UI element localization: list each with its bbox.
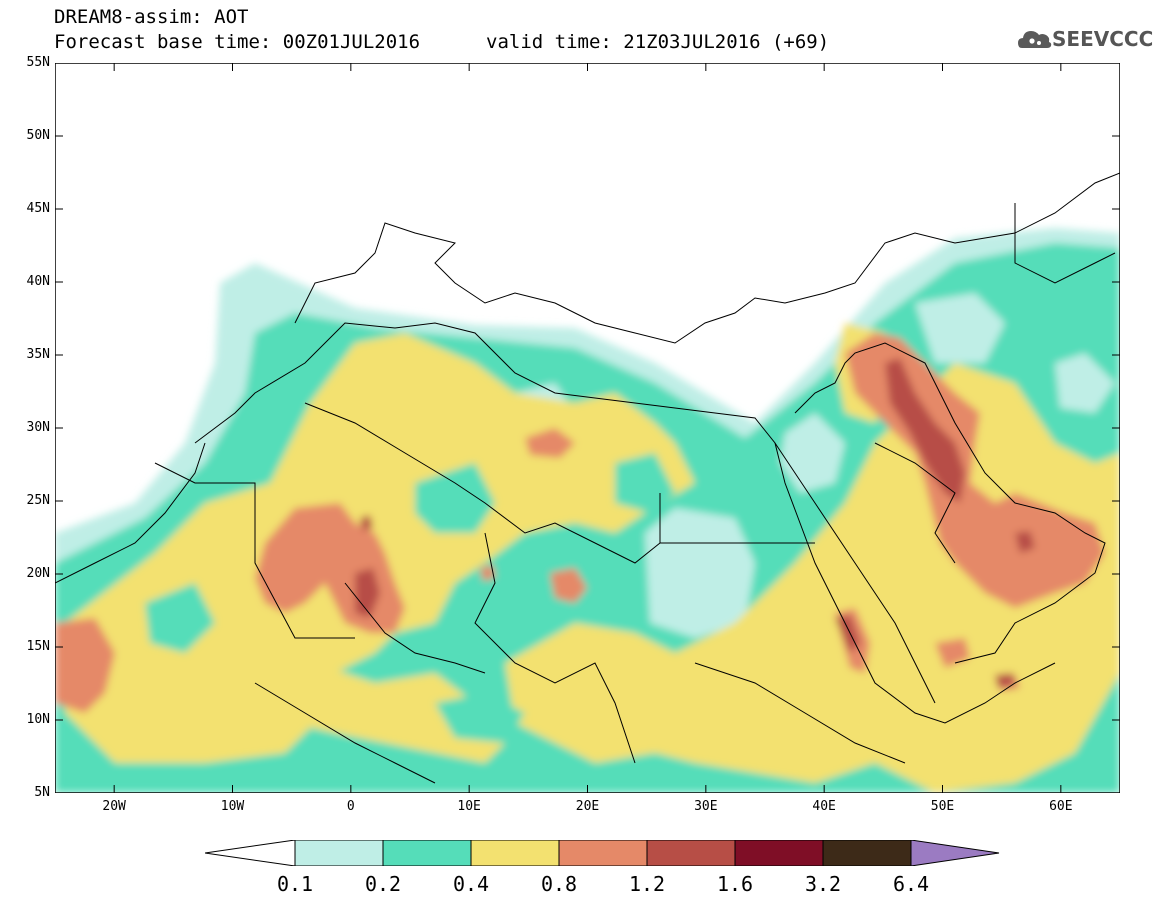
lat-label: 5N	[34, 785, 50, 800]
lat-label: 15N	[26, 639, 50, 654]
colorbar-segment	[734, 840, 824, 866]
lat-label: 45N	[26, 201, 50, 216]
red-sea	[774, 442, 936, 704]
longitude-ticks	[113, 63, 1062, 793]
europe-coastline	[294, 172, 1120, 344]
lon-label: 10E	[457, 799, 481, 814]
lon-label: 0	[346, 799, 355, 814]
colorbar-under-arrow	[205, 840, 296, 866]
lat-label: 30N	[26, 420, 50, 435]
aot-band-1.2	[885, 358, 965, 503]
lon-label: 30E	[694, 799, 718, 814]
aot-fields	[55, 63, 1120, 793]
colorbar-label: 6.4	[892, 872, 930, 896]
latitude-ticks	[55, 63, 1120, 793]
aot-map	[55, 63, 1120, 793]
lat-label: 50N	[26, 128, 50, 143]
lat-label: 20N	[26, 566, 50, 581]
colorbar-label: 0.4	[452, 872, 490, 896]
lon-label: 50E	[930, 799, 955, 814]
colorbar-label: 3.2	[804, 872, 842, 896]
lat-label: 25N	[26, 493, 50, 508]
lon-label: 20W	[102, 799, 126, 814]
colorbar-segment	[822, 840, 912, 866]
colorbar-label: 1.6	[716, 872, 754, 896]
lat-label: 55N	[26, 55, 50, 70]
logo-text: SEEVCCC	[1052, 27, 1154, 51]
map-title: DREAM8-assim: AOT	[54, 6, 249, 28]
aot-colorbar	[205, 840, 1000, 866]
arabia-coast	[794, 342, 1106, 664]
lat-label: 10N	[26, 712, 50, 727]
africa-coastline	[194, 322, 1056, 724]
lat-label: 40N	[26, 274, 50, 289]
lat-label: 35N	[26, 347, 50, 362]
lon-label: 60E	[1049, 799, 1073, 814]
valid-time: valid time: 21Z03JUL2016 (+69)	[486, 31, 830, 53]
colorbar-label: 0.8	[540, 872, 578, 896]
cloud-logo-icon	[1018, 31, 1052, 48]
colorbar-label: 1.2	[628, 872, 666, 896]
colorbar-segment	[646, 840, 736, 866]
lon-label: 40E	[812, 799, 836, 814]
lon-label: 10W	[220, 799, 245, 814]
colorbar-over-arrow	[910, 840, 1000, 866]
colorbar-segment	[470, 840, 560, 866]
colorbar-segment	[294, 840, 384, 866]
colorbar-label: 0.2	[364, 872, 402, 896]
colorbar-label: 0.1	[276, 872, 314, 896]
colorbar-segment	[558, 840, 648, 866]
forecast-base-time: Forecast base time: 00Z01JUL2016	[54, 31, 421, 53]
colorbar-segment	[382, 840, 472, 866]
lon-label: 20E	[575, 799, 600, 814]
